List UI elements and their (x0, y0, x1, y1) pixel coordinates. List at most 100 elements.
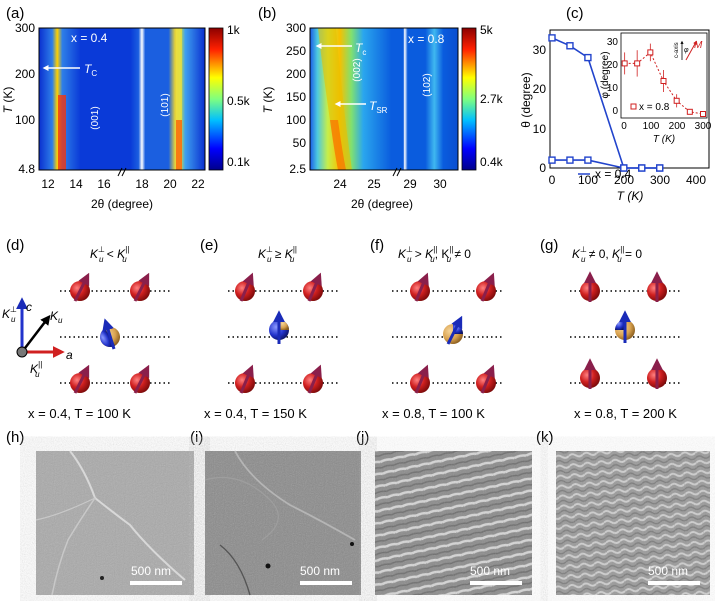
data-point (620, 164, 628, 172)
inset-c-xticks: 0 100 200 300 (621, 121, 712, 132)
xtick-b: 24 (333, 177, 347, 191)
heatmap-a-frame (38, 27, 206, 171)
label-a-peak2: (101) (160, 93, 171, 116)
atom-blue-quarter (615, 320, 625, 330)
ytick-c: 30 (533, 43, 547, 57)
panel-label-h: (h) (6, 429, 24, 446)
xtick-c: 400 (686, 173, 706, 187)
domain-wall (234, 450, 356, 541)
inset-data-point (634, 60, 641, 67)
colorbar-b (461, 27, 477, 171)
heatmap-b-frame (309, 27, 459, 171)
panel-b: (b) x = 0.8 Tc TSR (002) (102) 300 250 2… (258, 5, 504, 211)
axis-c-label: c (26, 300, 32, 314)
spin-arrow (307, 272, 322, 302)
inset-xtick: 300 (695, 121, 712, 132)
condition-e: K⊥ u ≥ K|| u (258, 245, 297, 264)
axis-origin (16, 346, 28, 358)
caption-f: x = 0.8, T = 100 K (382, 406, 485, 421)
ytick-c: 20 (533, 82, 547, 96)
xtick-a: 14 (69, 177, 83, 191)
domain-wall (69, 450, 186, 581)
inset-xtick: 0 (621, 121, 627, 132)
panel-label-g: (g) (540, 237, 558, 254)
cbar-b-min: 0.4k (480, 155, 504, 169)
ytick-b: 200 (286, 67, 306, 81)
xtick-b: 30 (433, 177, 447, 191)
yticks-a: 300 200 100 4.8 (15, 21, 35, 176)
spin-arrow (73, 364, 90, 394)
scalebar-j (470, 581, 522, 585)
micrograph-i: 500 nm (204, 450, 361, 596)
label-a-tc: TC (84, 62, 97, 78)
scalebar-j-label: 500 nm (470, 564, 510, 578)
ylabel-b: T (K) (261, 87, 275, 114)
defect (100, 576, 104, 580)
ytick-a: 4.8 (18, 162, 35, 176)
xtick-c: 0 (549, 173, 556, 187)
inset-legend-marker (630, 103, 637, 110)
inset-ytick: 20 (607, 60, 619, 71)
axis-kperp-label: K⊥ u (2, 305, 17, 324)
inset-c-yticks: 30 20 10 0 (607, 37, 619, 117)
spin-arrow (480, 272, 495, 302)
ytick-b: 250 (286, 44, 306, 58)
ytick-a: 200 (15, 67, 35, 81)
label-a-x: x = 0.4 (71, 31, 108, 45)
inset-ytick: 10 (607, 83, 619, 94)
legend-c: x = 0.4 (595, 167, 632, 181)
data-point (566, 156, 574, 164)
heatmap-b-peak-002 (318, 28, 352, 170)
scalebar-i-label: 500 nm (300, 564, 340, 578)
spin-arrow (480, 364, 495, 394)
spin-arrow-blue (446, 315, 463, 345)
spins-e (235, 272, 323, 394)
spin-arrow (239, 272, 254, 302)
data-point (656, 164, 664, 172)
atom-gold-quarter (279, 320, 289, 330)
inset-c-xlabel: T (K) (653, 134, 675, 145)
label-b-peak2: (102) (422, 73, 433, 96)
xtick-c: 300 (650, 173, 670, 187)
spin-arrow (73, 272, 90, 302)
axis-kpar-label: K|| u (30, 360, 42, 379)
inset-data-point (700, 111, 706, 117)
panel-label-i: (i) (190, 429, 203, 446)
spins-f (410, 272, 496, 394)
defect (350, 542, 354, 546)
label-b-tc: Tc (355, 41, 366, 57)
panel-a: (a) x = 0.4 TC (001) (101) 300 200 100 4… (1, 5, 251, 211)
micrograph-k: 500 nm (556, 451, 710, 595)
xlabel-c: T (K) (617, 189, 644, 203)
cbar-b-max: 5k (480, 23, 494, 37)
inset-M: M (694, 40, 703, 51)
axes-diagram: c a Ku K⊥ u K|| u (2, 297, 73, 379)
inset-c-ylabel: φ (degree) (600, 51, 611, 98)
scalebar-i (300, 581, 352, 585)
spins-g (580, 271, 667, 389)
inset-data-point (673, 97, 680, 104)
data-point (548, 34, 556, 42)
ytick-c: 0 (539, 161, 546, 175)
domain-wall (219, 544, 251, 596)
cbar-b-mid: 2.7k (480, 92, 504, 106)
xtick-a: 16 (97, 177, 111, 191)
data-point (584, 53, 592, 62)
caption-e: x = 0.4, T = 150 K (204, 406, 307, 421)
inset-legend: x = 0.8 (639, 102, 670, 113)
inset-xtick: 200 (669, 121, 686, 132)
xtick-a: 22 (191, 177, 205, 191)
xtick-c: 200 (614, 173, 634, 187)
axis-break-b (392, 167, 402, 177)
xtick-a: 12 (41, 177, 55, 191)
caption-g: x = 0.8, T = 200 K (574, 406, 677, 421)
axis-ku-arrow (21, 314, 51, 353)
panel-label-a: (a) (6, 5, 24, 22)
spin-arrow-blue (102, 318, 116, 350)
xtick-c: 100 (578, 173, 598, 187)
heatmap-a-peak-101-low (176, 120, 182, 170)
xtick-b: 29 (403, 177, 417, 191)
label-b-tsr: TSR (369, 99, 388, 115)
cbar-a-min: 0.1k (227, 155, 251, 169)
micrograph-row: (h) (i) (j) (k) 500 nm 500 nm (6, 429, 710, 596)
